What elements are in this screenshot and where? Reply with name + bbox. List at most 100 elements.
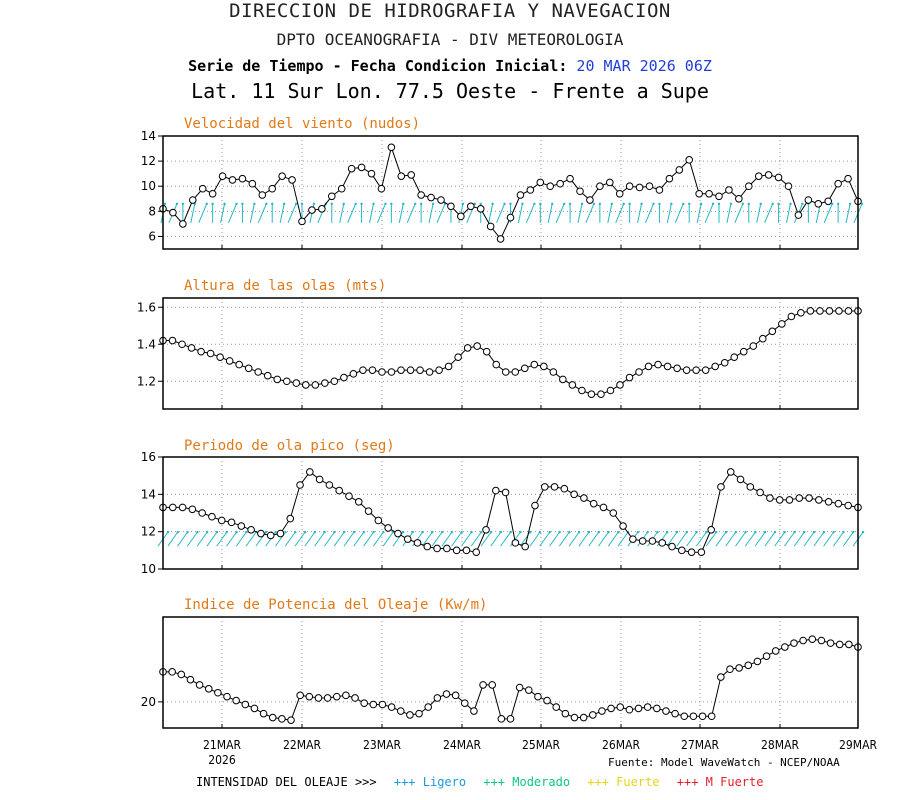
direction-arrow-head bbox=[714, 530, 718, 534]
data-point bbox=[578, 386, 586, 395]
data-point bbox=[762, 652, 771, 660]
data-point bbox=[534, 692, 542, 701]
direction-arrow-head bbox=[771, 202, 774, 206]
data-point bbox=[844, 501, 853, 510]
data-point bbox=[452, 546, 461, 555]
data-point bbox=[806, 307, 815, 315]
data-point bbox=[546, 182, 555, 191]
direction-arrow-head bbox=[699, 202, 703, 206]
init-date-label: Serie de Tiempo - Fecha Condicion Inicia… bbox=[188, 57, 568, 75]
data-point bbox=[318, 205, 326, 213]
data-point bbox=[354, 498, 363, 506]
data-point bbox=[835, 307, 843, 315]
direction-arrow-head bbox=[300, 202, 304, 206]
data-point bbox=[540, 483, 549, 491]
legend-fuerte: +++ Fuerte bbox=[587, 775, 660, 789]
direction-arrow bbox=[488, 203, 494, 223]
direction-arrow-head bbox=[390, 202, 393, 206]
direction-arrow-head bbox=[533, 202, 536, 206]
direction-arrow-head bbox=[538, 530, 542, 534]
data-point bbox=[701, 366, 710, 374]
data-point bbox=[589, 499, 598, 508]
direction-arrow bbox=[304, 531, 316, 547]
direction-arrow bbox=[754, 531, 766, 547]
data-point bbox=[725, 186, 733, 194]
data-point bbox=[580, 494, 588, 502]
data-point bbox=[746, 483, 755, 491]
data-point bbox=[416, 366, 424, 374]
y-tick-label: 6 bbox=[148, 229, 156, 243]
data-point bbox=[423, 542, 432, 551]
data-point bbox=[345, 492, 353, 501]
data-point bbox=[606, 386, 615, 395]
data-point bbox=[359, 366, 367, 374]
data-point bbox=[744, 661, 753, 670]
data-point bbox=[616, 381, 624, 389]
direction-arrow-head bbox=[562, 202, 566, 206]
data-point bbox=[337, 184, 346, 193]
direction-arrow-head bbox=[836, 202, 840, 206]
direction-arrow bbox=[226, 531, 237, 547]
direction-arrow-head bbox=[548, 530, 551, 534]
data-point bbox=[169, 208, 177, 217]
data-point bbox=[232, 696, 240, 705]
data-point bbox=[570, 490, 578, 499]
direction-arrow-head bbox=[773, 530, 777, 534]
data-point bbox=[764, 171, 773, 179]
y-tick-label: 14 bbox=[141, 129, 156, 143]
direction-arrow-head bbox=[812, 530, 816, 534]
direction-arrow-head bbox=[831, 202, 834, 206]
direction-arrow bbox=[353, 531, 365, 547]
direction-arrow-head bbox=[312, 202, 316, 206]
direction-arrow bbox=[617, 531, 629, 547]
data-point bbox=[437, 196, 445, 204]
direction-arrow-head bbox=[499, 530, 503, 534]
data-point bbox=[625, 705, 634, 714]
direction-arrow-head bbox=[656, 530, 659, 534]
data-point bbox=[774, 173, 783, 182]
direction-arrow bbox=[206, 531, 218, 547]
data-point bbox=[268, 713, 277, 722]
data-point bbox=[247, 526, 255, 534]
data-point bbox=[305, 692, 314, 701]
direction-arrow-head bbox=[666, 530, 669, 534]
y-tick-label: 1.4 bbox=[137, 337, 156, 351]
data-point bbox=[368, 366, 377, 374]
data-point bbox=[790, 639, 798, 647]
direction-arrow-head bbox=[235, 530, 238, 534]
data-point bbox=[168, 336, 177, 345]
data-point bbox=[273, 375, 282, 384]
data-point bbox=[387, 703, 396, 711]
direction-arrow-head bbox=[342, 530, 346, 534]
data-point bbox=[179, 220, 187, 228]
direction-arrow-head bbox=[245, 530, 248, 534]
direction-arrow-head bbox=[519, 530, 522, 534]
data-point bbox=[457, 212, 465, 221]
direction-arrow-head bbox=[352, 530, 356, 534]
direction-arrow-head bbox=[479, 202, 482, 206]
data-point bbox=[711, 362, 719, 371]
direction-arrow bbox=[686, 531, 697, 547]
data-point bbox=[816, 307, 824, 315]
data-point bbox=[195, 681, 204, 689]
direction-arrow-head bbox=[460, 530, 463, 534]
data-point bbox=[634, 704, 643, 713]
data-point bbox=[403, 535, 412, 543]
direction-arrow-head bbox=[793, 530, 796, 534]
direction-arrow bbox=[245, 531, 257, 547]
data-point bbox=[488, 681, 497, 689]
data-point bbox=[784, 182, 793, 191]
data-point bbox=[349, 370, 358, 378]
direction-arrow-head bbox=[473, 202, 476, 206]
data-point bbox=[286, 514, 295, 523]
data-point bbox=[515, 683, 524, 692]
data-point bbox=[332, 692, 341, 701]
data-point bbox=[645, 182, 654, 191]
panel-frame bbox=[162, 616, 859, 729]
data-point bbox=[367, 169, 376, 178]
direction-arrow bbox=[406, 203, 416, 224]
direction-arrow bbox=[376, 203, 386, 224]
direction-arrow-head bbox=[803, 530, 806, 534]
data-point bbox=[692, 366, 700, 374]
direction-arrow-head bbox=[598, 202, 602, 206]
